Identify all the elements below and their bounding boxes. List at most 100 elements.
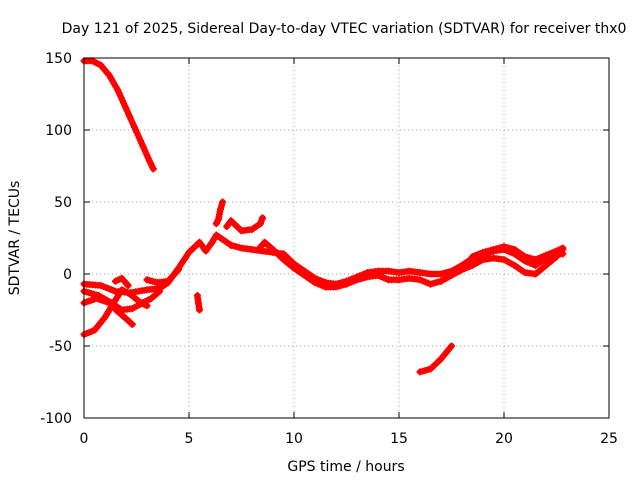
- data-point: [532, 256, 539, 264]
- chart-title: Day 121 of 2025, Sidereal Day-to-day VTE…: [62, 21, 627, 37]
- data-point: [91, 326, 98, 334]
- data-point: [406, 267, 413, 275]
- data-point: [479, 256, 487, 264]
- data-point: [118, 286, 126, 294]
- plot-frame: [83, 57, 610, 419]
- data-point: [500, 243, 508, 251]
- data-point: [437, 277, 445, 285]
- data-point: [149, 165, 157, 173]
- data-point: [427, 280, 434, 288]
- data-point: [105, 299, 113, 307]
- data-point: [416, 269, 424, 277]
- data-point: [122, 104, 130, 112]
- series-14: [416, 342, 455, 376]
- data-point: [374, 271, 382, 279]
- x-tick-label: 0: [80, 431, 89, 447]
- data-point: [196, 238, 203, 246]
- series-2: [80, 231, 235, 297]
- data-point: [280, 256, 287, 264]
- data-point: [542, 261, 550, 269]
- series-1: [80, 57, 157, 173]
- series-12: [254, 238, 567, 291]
- data-traces: [80, 57, 567, 376]
- x-tick-label: 10: [285, 431, 303, 447]
- data-point: [185, 248, 193, 256]
- data-point: [118, 274, 126, 282]
- data-point: [122, 315, 130, 323]
- data-point: [128, 305, 136, 313]
- data-point: [261, 238, 269, 246]
- data-point: [126, 290, 134, 298]
- data-point: [416, 276, 424, 284]
- plus-markers: [254, 238, 567, 291]
- data-point: [114, 307, 122, 315]
- data-point: [469, 253, 476, 261]
- data-point: [542, 251, 550, 259]
- plus-markers: [80, 57, 157, 173]
- data-point: [114, 86, 122, 94]
- series-13: [469, 243, 567, 264]
- y-tick-label: 150: [45, 51, 72, 67]
- data-point: [238, 244, 245, 252]
- plus-markers: [416, 342, 455, 376]
- data-point: [194, 299, 202, 307]
- x-tick-label: 20: [495, 431, 513, 447]
- data-point: [156, 287, 164, 295]
- data-point: [301, 271, 308, 279]
- data-point: [128, 320, 136, 328]
- data-point: [343, 280, 350, 288]
- data-point: [139, 142, 147, 150]
- data-point: [479, 248, 487, 256]
- data-point: [143, 286, 151, 294]
- data-point: [521, 269, 529, 277]
- data-point: [214, 215, 222, 223]
- data-point: [385, 276, 392, 284]
- y-tick-label: -100: [40, 411, 72, 427]
- data-point: [154, 279, 161, 287]
- x-tick-label: 5: [185, 431, 194, 447]
- data-point: [395, 276, 403, 284]
- data-point: [490, 254, 497, 262]
- data-point: [112, 277, 119, 285]
- data-point: [143, 302, 151, 310]
- series-11: [227, 241, 567, 288]
- data-point: [130, 123, 138, 131]
- y-tick-label: 50: [54, 195, 72, 211]
- y-tick-label: -50: [49, 339, 72, 355]
- data-point: [322, 283, 329, 291]
- data-point: [458, 266, 466, 274]
- data-point: [88, 57, 96, 65]
- data-point: [238, 227, 245, 235]
- data-point: [175, 266, 182, 274]
- data-point: [137, 299, 145, 307]
- data-point: [427, 365, 434, 373]
- data-point: [97, 282, 105, 290]
- data-point: [269, 246, 277, 254]
- data-point: [124, 282, 132, 290]
- data-point: [227, 241, 235, 249]
- x-tick-label: 25: [600, 431, 618, 447]
- data-point: [511, 246, 518, 254]
- data-point: [193, 292, 201, 300]
- data-point: [202, 247, 210, 255]
- grid-lines: [84, 58, 609, 418]
- data-point: [437, 355, 445, 363]
- data-point: [553, 247, 560, 255]
- data-point: [217, 205, 224, 213]
- data-point: [311, 279, 319, 287]
- data-point: [208, 238, 216, 246]
- data-point: [416, 368, 424, 376]
- data-point: [227, 217, 235, 225]
- data-point: [290, 264, 298, 272]
- data-point: [143, 276, 151, 284]
- data-point: [101, 313, 109, 321]
- series-6: [143, 266, 182, 287]
- x-tick-label: 15: [390, 431, 408, 447]
- data-point: [196, 306, 203, 314]
- data-point: [448, 342, 455, 350]
- data-point: [93, 294, 101, 302]
- series-9: [212, 198, 227, 228]
- data-point: [259, 214, 266, 222]
- data-point: [248, 246, 256, 254]
- data-point: [164, 277, 172, 285]
